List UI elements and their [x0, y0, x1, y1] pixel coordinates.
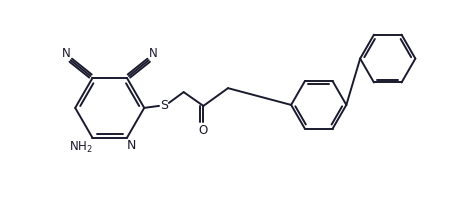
Text: NH$_2$: NH$_2$: [68, 140, 92, 155]
Text: N: N: [62, 47, 70, 60]
Text: N: N: [127, 139, 136, 152]
Text: O: O: [198, 124, 207, 137]
Text: S: S: [160, 99, 168, 112]
Text: N: N: [149, 47, 157, 60]
